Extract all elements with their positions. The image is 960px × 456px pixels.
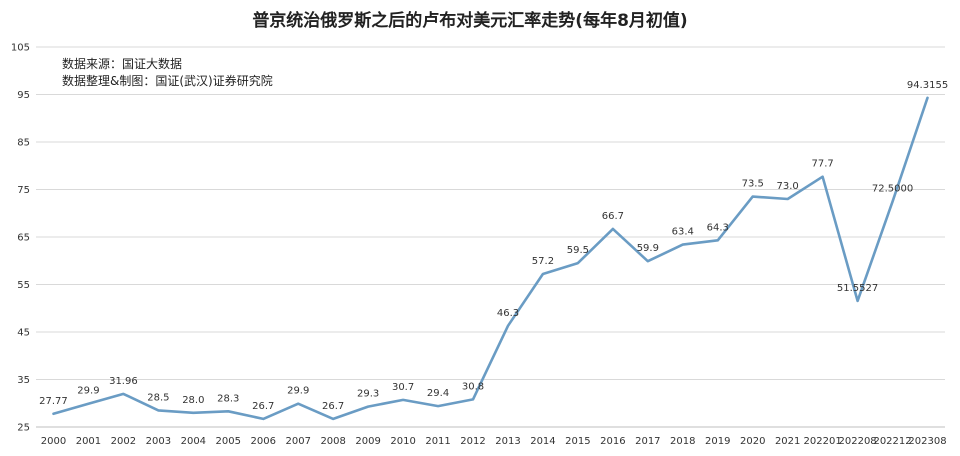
- data-label: 94.3155: [907, 80, 948, 91]
- x-tick-label: 2004: [181, 436, 206, 447]
- y-tick-label: 35: [17, 375, 30, 386]
- y-tick-label: 95: [17, 90, 30, 101]
- x-tick-label: 2015: [565, 436, 590, 447]
- x-tick-label: 2008: [320, 436, 345, 447]
- series: [52, 96, 929, 421]
- x-tick-label: 2014: [530, 436, 555, 447]
- x-tick-label: 2017: [635, 436, 660, 447]
- data-label: 28.0: [182, 395, 204, 406]
- y-tick-label: 85: [17, 138, 30, 149]
- data-label: 28.3: [217, 393, 239, 404]
- data-source-note: 数据来源：国证大数据: [62, 56, 182, 71]
- x-tick-label: 2007: [285, 436, 310, 447]
- data-label: 31.96: [109, 376, 138, 387]
- x-tick-label: 2009: [355, 436, 380, 447]
- data-label: 73.5: [742, 179, 764, 190]
- data-label: 29.9: [77, 386, 99, 397]
- series-line: [52, 96, 929, 421]
- data-label: 57.2: [532, 256, 554, 267]
- y-tick-label: 25: [17, 423, 30, 434]
- y-tick-label: 55: [17, 280, 30, 291]
- x-tick-label: 2000: [41, 436, 66, 447]
- x-tick-label: 2011: [425, 436, 450, 447]
- data-label: 59.9: [637, 243, 659, 254]
- x-tick-label: 202208: [839, 436, 877, 447]
- data-label: 72.5000: [872, 183, 913, 194]
- data-label: 63.4: [672, 227, 694, 238]
- data-label: 73.0: [777, 181, 799, 192]
- data-label: 28.5: [147, 392, 169, 403]
- x-tick-label: 2006: [251, 436, 276, 447]
- x-tick-label: 2019: [705, 436, 730, 447]
- x-tick-label: 2012: [460, 436, 485, 447]
- x-tick-label: 2020: [740, 436, 765, 447]
- data-label: 30.8: [462, 381, 484, 392]
- x-tick-label: 2005: [216, 436, 241, 447]
- chart-title: 普京统治俄罗斯之后的卢布对美元汇率走势(每年8月初值): [252, 10, 687, 31]
- x-tick-label: 2021: [775, 436, 800, 447]
- data-label: 29.9: [287, 386, 309, 397]
- data-label: 51.5527: [837, 283, 878, 294]
- data-label: 46.3: [497, 308, 519, 319]
- y-tick-label: 75: [17, 185, 30, 196]
- y-tick-label: 105: [11, 43, 30, 54]
- x-tick-label: 202201: [804, 436, 842, 447]
- y-axis-ticks: 25 35 45 55 65 75 85 95 105: [11, 43, 30, 434]
- data-label: 26.7: [322, 401, 344, 412]
- data-label: 29.3: [357, 389, 379, 400]
- x-tick-label: 202212: [873, 436, 911, 447]
- x-tick-label: 2002: [111, 436, 136, 447]
- gridlines: [36, 46, 945, 428]
- chart-maker-note: 数据整理&制图：国证(武汉)证券研究院: [62, 73, 273, 88]
- x-tick-label: 202308: [908, 436, 946, 447]
- x-tick-label: 2003: [146, 436, 171, 447]
- y-tick-label: 65: [17, 233, 30, 244]
- x-tick-label: 2001: [76, 436, 101, 447]
- data-label: 29.4: [427, 388, 449, 399]
- data-label: 30.7: [392, 382, 414, 393]
- x-tick-label: 2018: [670, 436, 695, 447]
- data-label: 66.7: [602, 211, 624, 222]
- x-tick-label: 2010: [390, 436, 415, 447]
- data-labels: 27.77 29.9 31.96 28.5 28.0 28.3 26.7 29.9 26.7 29…: [39, 80, 948, 412]
- data-label: 64.3: [707, 222, 729, 233]
- x-tick-label: 2013: [495, 436, 520, 447]
- data-label: 59.5: [567, 245, 589, 256]
- x-tick-label: 2016: [600, 436, 625, 447]
- x-axis-ticks: 2000 2001 2002 2003 2004 2005 2006 2007 2008 2009…: [41, 436, 947, 447]
- data-label: 26.7: [252, 401, 274, 412]
- data-label: 27.77: [39, 396, 68, 407]
- y-tick-label: 45: [17, 328, 30, 339]
- data-label: 77.7: [812, 159, 834, 170]
